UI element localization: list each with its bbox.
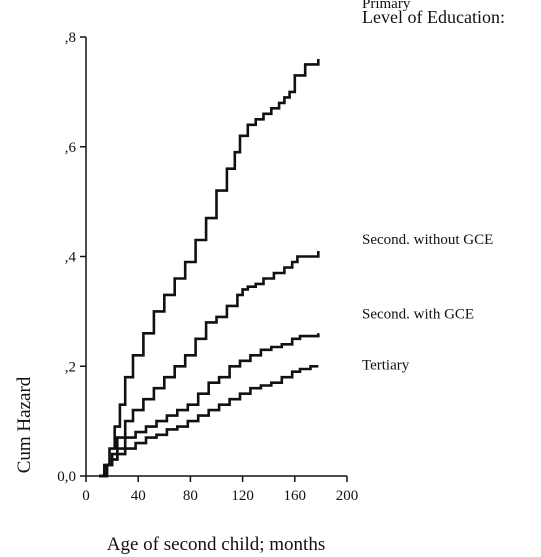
series-labels: Primary Second. without GCE Second. with G… [362, 0, 493, 373]
series-label: Second. with GCE [362, 306, 474, 322]
x-tick-label: 40 [131, 488, 146, 504]
x-tick-label: 160 [284, 488, 307, 504]
y-tick-label: ,8 [65, 30, 76, 46]
y-tick-label: 0,0 [57, 469, 76, 485]
y-axis-ticks: 0,0 ,2 ,4 ,6 ,8 [57, 30, 86, 485]
series-label: Primary [362, 0, 411, 12]
x-axis-ticks: 0 40 80 120 160 200 [82, 476, 358, 504]
series-line [99, 365, 319, 478]
x-tick-label: 120 [231, 488, 254, 504]
y-axis-title: Cum Hazard [14, 376, 35, 473]
x-axis-title: Age of second child; months [107, 534, 325, 555]
series-line [99, 251, 320, 478]
y-tick-label: ,6 [65, 140, 77, 156]
series-label: Second. without GCE [362, 232, 493, 248]
x-tick-label: 0 [82, 488, 90, 504]
series-line [99, 59, 320, 478]
x-tick-label: 200 [336, 488, 359, 504]
y-tick-label: ,2 [65, 359, 76, 375]
x-tick-label: 80 [183, 488, 198, 504]
y-tick-label: ,4 [65, 250, 77, 266]
plot-area: 0,0 ,2 ,4 ,6 ,8 0 40 80 120 160 200 Primary Second… [57, 0, 493, 504]
series-label: Tertiary [362, 357, 410, 373]
series-lines [99, 59, 320, 478]
legend-title: Level of Education: [362, 7, 505, 27]
series-line [99, 333, 320, 478]
